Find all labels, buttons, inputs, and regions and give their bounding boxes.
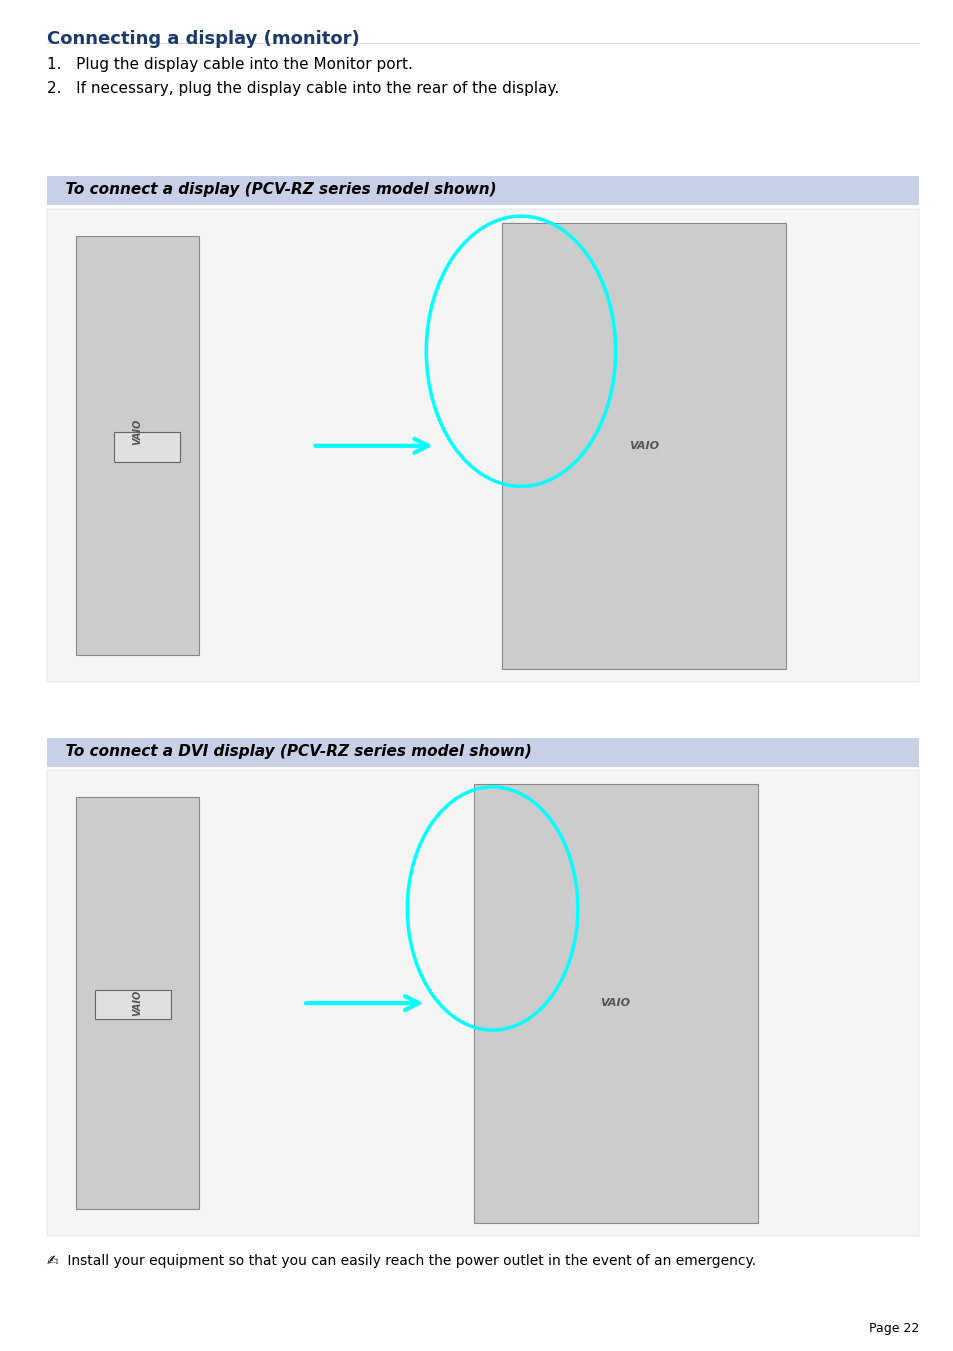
FancyBboxPatch shape [501,223,785,669]
Text: Page 22: Page 22 [867,1321,918,1335]
Text: Connecting a display (monitor): Connecting a display (monitor) [48,30,359,47]
Text: VAIO: VAIO [132,419,142,446]
FancyBboxPatch shape [48,209,918,682]
FancyBboxPatch shape [48,738,918,767]
FancyBboxPatch shape [94,989,171,1019]
Text: ✍  Install your equipment so that you can easily reach the power outlet in the e: ✍ Install your equipment so that you can… [48,1254,756,1267]
Text: VAIO: VAIO [132,990,142,1016]
FancyBboxPatch shape [473,784,757,1223]
Text: 2.   If necessary, plug the display cable into the rear of the display.: 2. If necessary, plug the display cable … [48,81,559,96]
Text: To connect a display (PCV-RZ series model shown): To connect a display (PCV-RZ series mode… [55,182,497,197]
FancyBboxPatch shape [75,236,199,655]
Text: VAIO: VAIO [600,998,630,1008]
FancyBboxPatch shape [113,432,180,462]
FancyBboxPatch shape [48,770,918,1236]
Text: 1.   Plug the display cable into the Monitor port.: 1. Plug the display cable into the Monit… [48,57,413,72]
Text: To connect a DVI display (PCV-RZ series model shown): To connect a DVI display (PCV-RZ series … [55,744,531,759]
FancyBboxPatch shape [75,797,199,1209]
FancyBboxPatch shape [48,176,918,205]
Text: VAIO: VAIO [628,440,659,451]
